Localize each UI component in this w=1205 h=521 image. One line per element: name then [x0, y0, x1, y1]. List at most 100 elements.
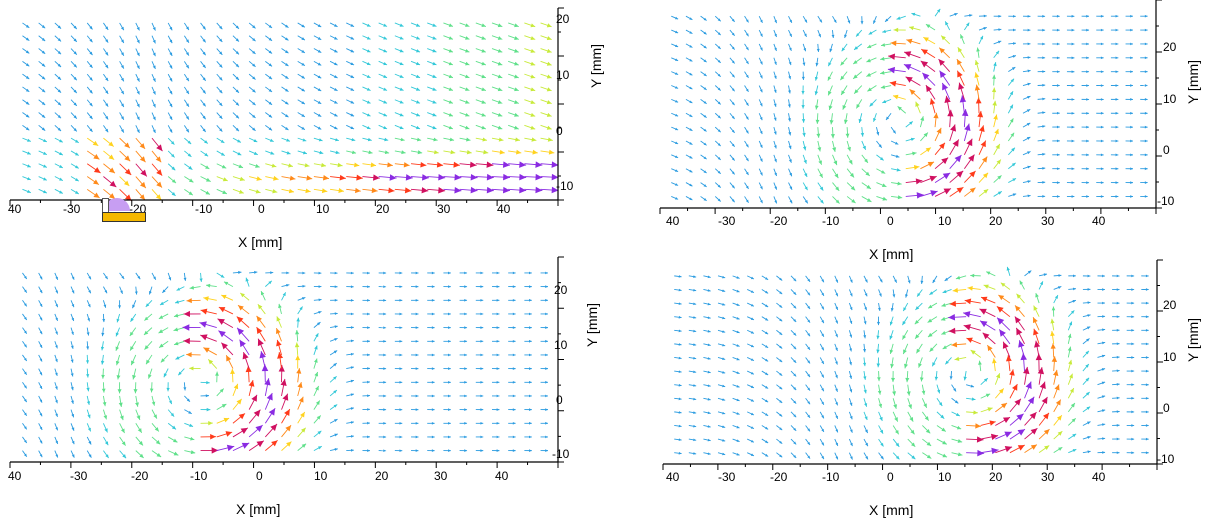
x-axis-title: X [mm] [238, 234, 282, 250]
vector-arrowhead [1116, 126, 1119, 129]
vector-arrowhead [399, 395, 402, 398]
vector-arrowhead [545, 313, 548, 316]
vector-arrowhead [432, 326, 435, 329]
vector-arrowhead [306, 175, 312, 180]
vector-arrowhead [998, 295, 1004, 300]
vector-arrowhead [270, 271, 273, 274]
vector-arrowhead [513, 408, 516, 411]
vector-arrowhead [465, 87, 469, 91]
vector-arrowhead [529, 395, 532, 398]
vector-arrowhead [991, 434, 998, 440]
vector-arrowhead [513, 272, 516, 275]
vector-arrowhead [418, 150, 423, 154]
vector-arrowhead [984, 15, 987, 18]
vector-arrowhead [737, 276, 740, 279]
vector-arrowhead [1042, 56, 1045, 59]
vector-arrowhead [992, 75, 996, 79]
vector-arrowhead [225, 431, 232, 437]
vector-arrowhead [383, 285, 386, 288]
vector-arrowhead [318, 311, 321, 314]
vector-arrowhead [351, 449, 354, 452]
x-tick: 40 [666, 214, 679, 228]
vector-arrowhead [399, 313, 402, 316]
vector-arrowhead [1131, 397, 1134, 400]
vector-arrowhead [1028, 397, 1034, 404]
vector-arrowhead [367, 367, 370, 370]
vector-arrowhead [907, 391, 911, 395]
vector-arrowhead [530, 113, 535, 117]
vector-arrowhead [498, 36, 503, 40]
vector-arrowhead [497, 285, 500, 288]
vector-arrowhead [399, 326, 402, 329]
x-tick: 40 [666, 470, 679, 484]
vector-arrowhead [367, 299, 370, 302]
vector-arrowhead [803, 146, 806, 150]
vector-arrowhead [535, 187, 542, 194]
vector-arrowhead [1102, 368, 1105, 371]
y-tick: 20 [554, 283, 567, 297]
vector-arrowhead [547, 36, 552, 40]
vector-arrowhead [844, 35, 847, 38]
vector-arrowhead [296, 368, 301, 374]
vector-arrowhead [399, 381, 402, 384]
vector-arrowhead [94, 167, 101, 173]
vector-arrowhead [1145, 98, 1148, 101]
vector-arrowhead [497, 381, 500, 384]
vector-arrowhead [1035, 293, 1039, 297]
x-tick: 10 [938, 214, 951, 228]
vector-arrowhead [448, 408, 451, 411]
vector-arrowhead [1145, 181, 1148, 184]
vector-arrowhead [480, 422, 483, 425]
vector-arrowhead [891, 41, 897, 47]
vector-arrowhead [1072, 181, 1075, 184]
vector-arrowhead [987, 407, 992, 411]
vector-arrowhead [498, 75, 503, 79]
vector-arrowhead [937, 9, 940, 13]
vector-arrowhead [1117, 383, 1120, 386]
vector-arrowhead [904, 364, 908, 369]
vector-arrowhead [1068, 347, 1072, 351]
x-tick: 30 [437, 202, 450, 216]
vector-arrowhead [480, 272, 483, 275]
vector-arrowhead [286, 272, 289, 275]
y-tick: 10 [554, 338, 567, 352]
vector-arrowhead [529, 340, 532, 343]
vector-arrowhead [110, 181, 117, 187]
vector-arrowhead [909, 26, 914, 30]
vector-arrowhead [480, 395, 483, 398]
vector-arrowhead [149, 291, 152, 294]
vector-arrowhead [481, 126, 485, 130]
vector-arrowhead [514, 62, 519, 66]
vector-arrowhead [816, 120, 820, 124]
vector-arrowhead [1033, 329, 1038, 336]
vector-arrowhead [929, 291, 933, 294]
vector-arrowhead [303, 138, 307, 141]
vector-arrowhead [815, 105, 819, 109]
vector-arrowhead [399, 449, 402, 452]
vector-arrowhead [453, 162, 459, 168]
vector-arrowhead [319, 272, 322, 275]
vector-arrowhead [1146, 356, 1149, 359]
vector-arrowhead [1086, 29, 1089, 32]
vector-arrowhead [1101, 195, 1104, 198]
vector-arrowhead [998, 15, 1001, 18]
vector-arrowhead [1005, 446, 1012, 452]
vector-arrowhead [480, 326, 483, 329]
vector-arrowhead [1101, 140, 1104, 143]
vector-arrowhead [101, 375, 105, 379]
vector-arrowhead [804, 160, 807, 164]
vector-arrowhead [998, 28, 1001, 31]
vector-arrowhead [368, 150, 372, 154]
vector-arrowhead [71, 332, 74, 335]
vector-arrowhead [497, 422, 500, 425]
x-tick: -30 [70, 469, 87, 483]
vector-arrowhead [465, 126, 469, 130]
vector-arrowhead [547, 100, 552, 104]
vector-arrowhead [1116, 70, 1119, 73]
vector-arrowhead [1130, 126, 1133, 129]
vector-arrowhead [150, 389, 154, 393]
vector-arrowhead [438, 174, 445, 181]
vector-arrowhead [480, 436, 483, 439]
y-tick: -10 [1157, 194, 1174, 208]
vector-arrowhead [351, 313, 354, 316]
